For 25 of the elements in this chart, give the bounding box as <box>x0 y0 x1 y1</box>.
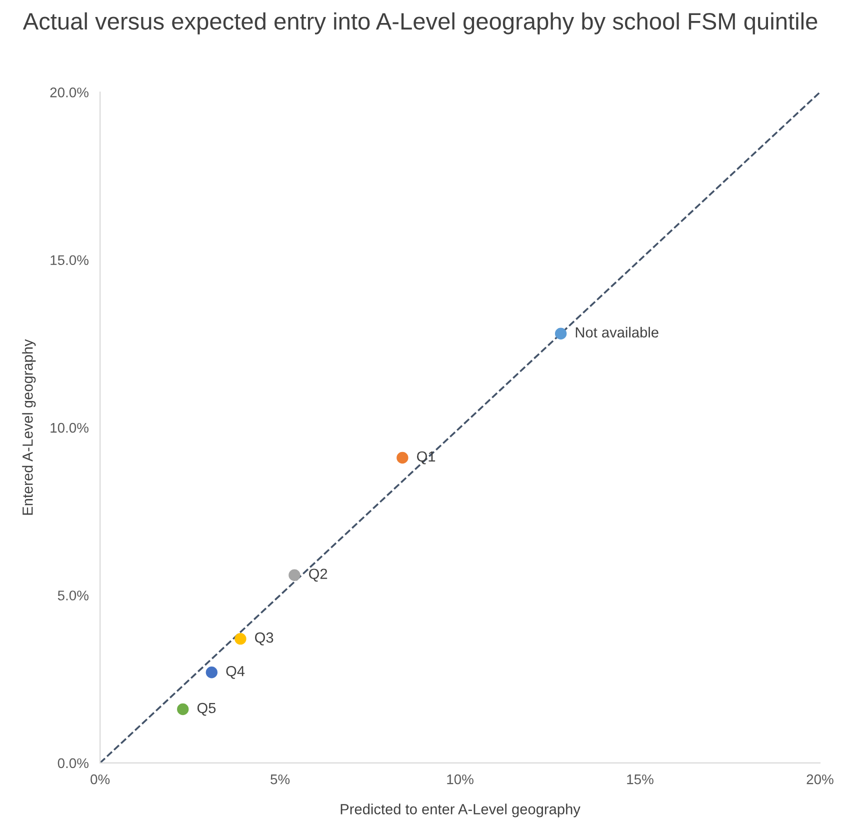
y-tick-label: 5.0% <box>58 590 88 600</box>
point <box>396 452 408 464</box>
chart-title: Actual versus expected entry into A-Level geography by school FSM quintile <box>22 12 818 34</box>
series-label: Q5 <box>197 702 216 716</box>
series-label: Q2 <box>309 568 328 582</box>
x-tick-label: 15% <box>627 774 654 784</box>
x-tick-label: 10% <box>447 774 474 784</box>
series-label: Q4 <box>226 666 245 679</box>
x-tick-label: 20% <box>806 774 834 784</box>
x-axis-title: Predicted to enter A-Level geography <box>340 804 580 818</box>
point <box>554 328 567 340</box>
y-tick-label: 0.0% <box>58 758 88 768</box>
y-axis-title: Entered A-Level geography <box>22 339 36 515</box>
y-tick-label: 15.0% <box>50 255 88 266</box>
x-tick-label: 0% <box>90 774 110 784</box>
point <box>177 703 189 716</box>
series-label: Not available <box>576 326 658 338</box>
y-tick-label: 10.0% <box>50 422 88 433</box>
series-label: Q3 <box>255 632 274 646</box>
point <box>288 569 300 581</box>
point <box>234 632 246 645</box>
point <box>206 666 218 678</box>
y-tick-label: 20.0% <box>50 88 88 98</box>
series-label: Q1 <box>417 451 436 464</box>
x-tick-label: 5% <box>270 774 290 784</box>
